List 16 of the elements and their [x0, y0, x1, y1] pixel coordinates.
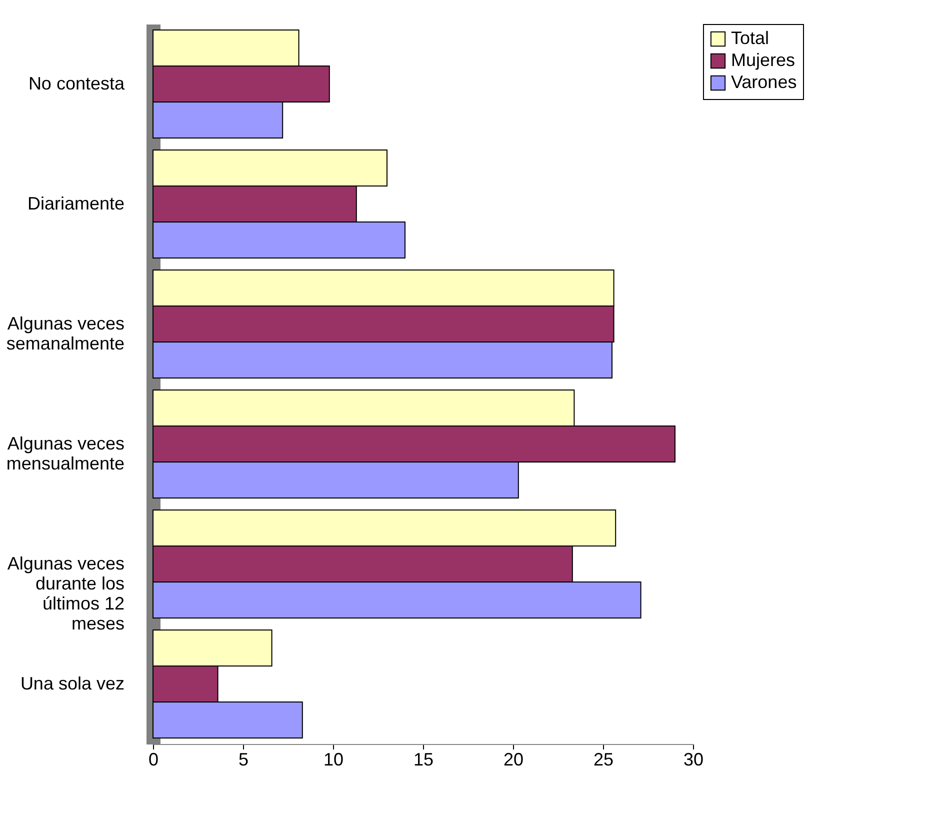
- x-tick-label: 20: [503, 750, 524, 770]
- legend-label: Varones: [731, 72, 797, 92]
- y-tick-label: No contesta: [28, 74, 126, 94]
- y-tick-label: Diariamente: [27, 194, 124, 214]
- x-tick-label: 0: [148, 750, 159, 770]
- x-tick-label: 10: [323, 750, 344, 770]
- x-tick-label: 15: [413, 750, 434, 770]
- x-tick-label: 25: [593, 750, 614, 770]
- y-tick-label: Algunas veces durante los últimos 12 meses: [7, 554, 124, 634]
- y-tick-label: Una sola vez: [20, 674, 124, 694]
- x-tick-label: 30: [683, 750, 704, 770]
- legend-label: Mujeres: [731, 50, 796, 70]
- y-tick-label: Algunas veces semanalmente: [6, 314, 124, 354]
- y-tick-label: Algunas veces mensualmente: [6, 434, 124, 474]
- x-tick-label: 5: [238, 750, 249, 770]
- legend-label: Total: [731, 28, 770, 48]
